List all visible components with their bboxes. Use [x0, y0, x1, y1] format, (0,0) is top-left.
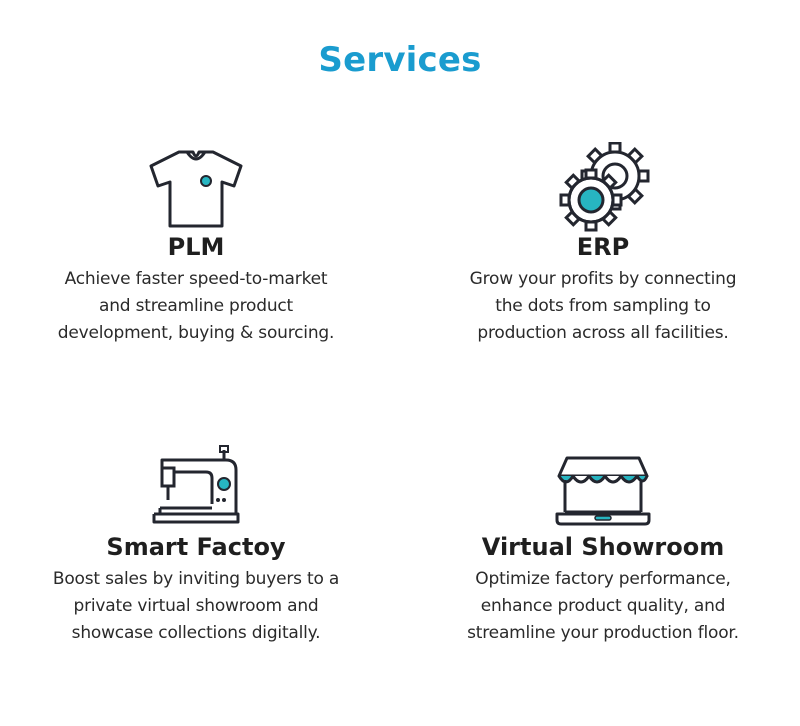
description-line: development, buying & sourcing.	[57, 323, 335, 343]
service-description: Achieve faster speed-to-market and strea…	[16, 266, 376, 347]
service-card-erp: ERP Grow your profits by connecting the …	[423, 142, 783, 347]
service-description: Optimize factory performance, enhance pr…	[423, 566, 783, 647]
service-title: Smart Factoy	[106, 533, 286, 561]
description-line: production across all facilities.	[477, 323, 729, 343]
sewing-machine-icon	[152, 445, 240, 524]
service-description: Boost sales by inviting buyers to a priv…	[16, 566, 376, 647]
service-card-smart-factory: Smart Factoy Boost sales by inviting buy…	[16, 442, 376, 647]
service-title: Virtual Showroom	[481, 533, 725, 561]
page-title: Services	[318, 40, 482, 80]
storefront-laptop-icon	[555, 456, 651, 526]
service-card-virtual-showroom: Virtual Showroom Optimize factory perfor…	[423, 442, 783, 647]
description-line: the dots from sampling to	[495, 296, 711, 316]
description-line: Achieve faster speed-to-market	[64, 269, 328, 289]
service-title: ERP	[576, 233, 630, 261]
service-title: PLM	[167, 233, 225, 261]
service-description: Grow your profits by connecting the dots…	[423, 266, 783, 347]
description-line: Optimize factory performance,	[475, 569, 731, 589]
description-line: enhance product quality, and	[480, 596, 726, 616]
description-line: streamline your production floor.	[467, 623, 739, 643]
description-line: showcase collections digitally.	[71, 623, 321, 643]
service-card-plm: PLM Achieve faster speed-to-market and s…	[16, 142, 376, 347]
tshirt-icon	[149, 150, 243, 228]
description-line: Grow your profits by connecting	[469, 269, 737, 289]
description-line: private virtual showroom and	[73, 596, 319, 616]
description-line: and streamline product	[98, 296, 294, 316]
gears-icon	[559, 142, 650, 232]
description-line: Boost sales by inviting buyers to a	[52, 569, 340, 589]
